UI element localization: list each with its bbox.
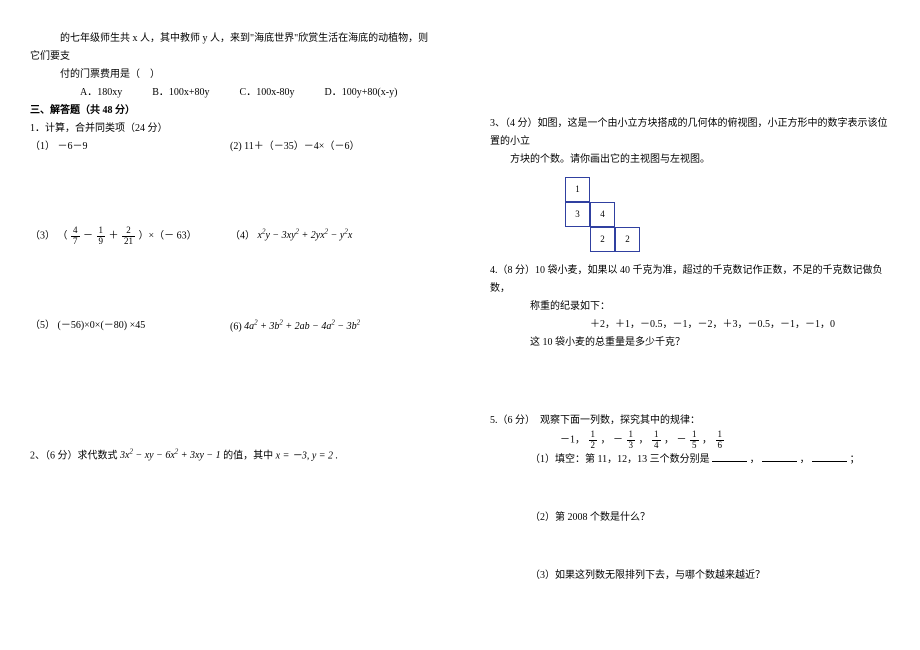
left-column: 的七年级师生共 x 人，其中教师 y 人，来到"海底世界"欣赏生活在海底的动植物… [0, 0, 460, 650]
q1-row-3: （5） (－56)×0×(－80) ×45 (6) 4a2 + 3b2 + 2a… [30, 317, 430, 336]
q1-4-expr: x2y − 3xy2 + 2yx2 − y2x [258, 230, 353, 241]
frac-2-21: 221 [122, 226, 135, 247]
q1-2-expr: 11＋（－35）－4×（－6） [244, 141, 359, 152]
q4-line-1: 4.（8 分）10 袋小麦，如果以 40 千克为准，超过的千克数记作正数，不足的… [490, 262, 890, 298]
q2-label: 2、（6 分）求代数式 [30, 450, 118, 461]
q1-5-label: （5） [30, 320, 55, 331]
q1-1: （1） －6－9 [30, 138, 230, 156]
q2: 2、（6 分）求代数式 3x2 − xy − 6x2 + 3xy − 1 的值，… [30, 446, 430, 465]
cell-3: 3 [565, 202, 590, 227]
q1-2: (2) 11＋（－35）－4×（－6） [230, 138, 430, 156]
frac-1-3: 13 [627, 430, 636, 451]
q2-vals: x = －3, y = 2 . [276, 450, 338, 461]
plus-1: ＋ [109, 231, 119, 242]
q1-5: （5） (－56)×0×(－80) ×45 [30, 317, 230, 336]
right-column: 3、（4 分）如图，这是一个由小立方块搭成的几何体的俯视图，小正方形中的数字表示… [460, 0, 920, 650]
q1-3-open: （ [58, 231, 68, 242]
q1-4: （4） x2y − 3xy2 + 2yx2 − y2x [230, 226, 430, 247]
c4: ， [702, 435, 712, 446]
n2: － [677, 435, 687, 446]
q4-line-2: 称重的纪录如下： [490, 298, 890, 316]
q5-sub1: （1）填空：第 11，12，13 三个数分别是 ， ， ； [490, 451, 890, 469]
frac-1-6: 16 [716, 430, 725, 451]
blank-3 [812, 452, 847, 462]
q5-sub1-c: ； [850, 454, 860, 465]
q1-1-expr: －6－9 [58, 141, 88, 152]
intro-line-2: 它们要支 [30, 48, 430, 66]
q5-sub1-a: （1）填空：第 11，12，13 三个数分别是 [530, 454, 710, 465]
blank-2 [762, 452, 797, 462]
c2: ， [639, 435, 649, 446]
q1-3-label: （3） [30, 231, 55, 242]
option-c: C．100x-80y [240, 84, 295, 102]
q4-data: ＋2，＋1，－0.5，－1，－2，＋3，－0.5，－1，－1，0 [490, 316, 890, 334]
top-view-diagram: 1 3 4 2 2 [540, 177, 660, 252]
seq-lead: －1， [560, 435, 585, 446]
q1-title: 1．计算，合并同类项（24 分） [30, 120, 430, 138]
q3-line-1: 3、（4 分）如图，这是一个由小立方块搭成的几何体的俯视图，小正方形中的数字表示… [490, 115, 890, 151]
frac-1-5: 15 [690, 430, 699, 451]
minus-1: － [83, 231, 93, 242]
mc-options: A．180xy B．100x+80y C．100x-80y D．100y+80(… [30, 84, 430, 102]
c3: ， [664, 435, 674, 446]
intro-line-1: 的七年级师生共 x 人，其中教师 y 人，来到"海底世界"欣赏生活在海底的动植物… [30, 30, 430, 48]
q2-tail: 的值，其中 [223, 450, 273, 461]
cell-2b: 2 [615, 227, 640, 252]
q1-6-label: (6) [230, 321, 242, 332]
cell-1: 1 [565, 177, 590, 202]
option-b: B．100x+80y [152, 84, 209, 102]
q1-row-2: （3） （ 47 － 19 ＋ 221 ）×（－ 63） （4） x2y − 3… [30, 226, 430, 247]
cell-4: 4 [590, 202, 615, 227]
q5-sub2: （2）第 2008 个数是什么？ [490, 509, 890, 527]
frac-1-2: 12 [589, 430, 598, 451]
q1-4-label: （4） [230, 230, 255, 241]
q1-1-label: （1） [30, 141, 55, 152]
q3-line-2: 方块的个数。请你画出它的主视图与左视图。 [490, 151, 890, 169]
q5-sub1-b1: ， [750, 454, 760, 465]
page-root: 的七年级师生共 x 人，其中教师 y 人，来到"海底世界"欣赏生活在海底的动植物… [0, 0, 920, 650]
q2-expr: 3x2 − xy − 6x2 + 3xy − 1 [120, 450, 221, 461]
c1: ， [601, 435, 611, 446]
option-a: A．180xy [80, 84, 122, 102]
frac-4-7: 47 [71, 226, 80, 247]
cell-2a: 2 [590, 227, 615, 252]
q1-6-expr: 4a2 + 3b2 + 2ab − 4a2 − 3b2 [244, 321, 360, 332]
frac-1-9: 19 [97, 226, 106, 247]
q1-6: (6) 4a2 + 3b2 + 2ab − 4a2 − 3b2 [230, 317, 430, 336]
q5-sub3: （3）如果这列数无限排列下去，与哪个数越来越近？ [490, 567, 890, 585]
q1-row-1: （1） －6－9 (2) 11＋（－35）－4×（－6） [30, 138, 430, 156]
q1-2-label: (2) [230, 141, 242, 152]
q5-line-1: 5.（6 分） 观察下面一列数，探究其中的规律： [490, 412, 890, 430]
n1: － [613, 435, 623, 446]
intro-line-3: 付的门票费用是（ ） [30, 66, 430, 84]
blank-1 [712, 452, 747, 462]
q1-3: （3） （ 47 － 19 ＋ 221 ）×（－ 63） [30, 226, 230, 247]
q5-sub1-b2: ， [800, 454, 810, 465]
q1-3-close: ）×（－ 63） [139, 231, 197, 242]
section-3-title: 三、解答题（共 48 分） [30, 102, 430, 120]
frac-1-4: 14 [652, 430, 661, 451]
q1-5-expr: (－56)×0×(－80) ×45 [58, 320, 146, 331]
option-d: D．100y+80(x-y) [325, 84, 398, 102]
q4-question: 这 10 袋小麦的总重量是多少千克？ [490, 334, 890, 352]
q5-sequence: －1， 12 ， － 13 ， 14 ， － 15 ， 16 [490, 430, 890, 451]
